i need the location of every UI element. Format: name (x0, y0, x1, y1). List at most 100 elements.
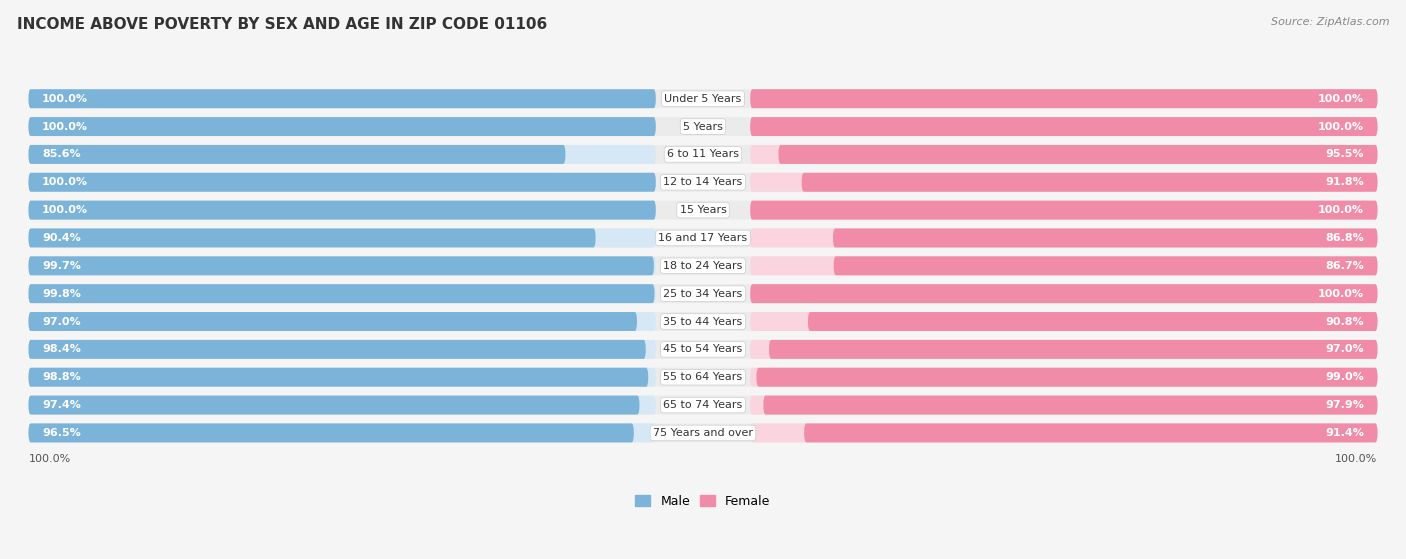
FancyBboxPatch shape (28, 257, 654, 275)
Text: 65 to 74 Years: 65 to 74 Years (664, 400, 742, 410)
FancyBboxPatch shape (28, 284, 1378, 303)
FancyBboxPatch shape (751, 117, 1378, 136)
Text: 90.8%: 90.8% (1326, 316, 1364, 326)
FancyBboxPatch shape (28, 340, 655, 359)
Text: 99.8%: 99.8% (42, 288, 82, 299)
Text: 35 to 44 Years: 35 to 44 Years (664, 316, 742, 326)
FancyBboxPatch shape (28, 173, 655, 192)
FancyBboxPatch shape (28, 312, 1378, 331)
FancyBboxPatch shape (804, 424, 1378, 442)
FancyBboxPatch shape (808, 312, 1378, 331)
Legend: Male, Female: Male, Female (630, 490, 776, 513)
Text: 100.0%: 100.0% (28, 454, 70, 465)
FancyBboxPatch shape (28, 117, 655, 136)
Text: 15 Years: 15 Years (679, 205, 727, 215)
Text: 100.0%: 100.0% (42, 205, 89, 215)
FancyBboxPatch shape (834, 257, 1378, 275)
Text: 97.0%: 97.0% (1326, 344, 1364, 354)
Text: 25 to 34 Years: 25 to 34 Years (664, 288, 742, 299)
FancyBboxPatch shape (751, 424, 1378, 442)
FancyBboxPatch shape (28, 424, 1378, 442)
Text: 100.0%: 100.0% (42, 121, 89, 131)
FancyBboxPatch shape (28, 312, 637, 331)
Text: Under 5 Years: Under 5 Years (665, 94, 741, 104)
Text: 85.6%: 85.6% (42, 149, 80, 159)
FancyBboxPatch shape (751, 173, 1378, 192)
FancyBboxPatch shape (28, 173, 1378, 192)
Text: 12 to 14 Years: 12 to 14 Years (664, 177, 742, 187)
FancyBboxPatch shape (28, 229, 596, 248)
Text: 100.0%: 100.0% (1317, 94, 1364, 104)
Text: 100.0%: 100.0% (42, 94, 89, 104)
FancyBboxPatch shape (28, 89, 1378, 108)
Text: 97.9%: 97.9% (1324, 400, 1364, 410)
Text: 75 Years and over: 75 Years and over (652, 428, 754, 438)
FancyBboxPatch shape (751, 284, 1378, 303)
FancyBboxPatch shape (801, 173, 1378, 192)
Text: 86.7%: 86.7% (1326, 261, 1364, 271)
Text: 90.4%: 90.4% (42, 233, 80, 243)
Text: 6 to 11 Years: 6 to 11 Years (666, 149, 740, 159)
Text: Source: ZipAtlas.com: Source: ZipAtlas.com (1271, 17, 1389, 27)
FancyBboxPatch shape (28, 229, 1378, 248)
FancyBboxPatch shape (28, 201, 655, 220)
FancyBboxPatch shape (751, 117, 1378, 136)
Text: 55 to 64 Years: 55 to 64 Years (664, 372, 742, 382)
Text: 100.0%: 100.0% (1317, 288, 1364, 299)
FancyBboxPatch shape (28, 396, 640, 415)
FancyBboxPatch shape (28, 340, 645, 359)
FancyBboxPatch shape (832, 229, 1378, 248)
FancyBboxPatch shape (763, 396, 1378, 415)
Text: 100.0%: 100.0% (42, 177, 89, 187)
FancyBboxPatch shape (751, 340, 1378, 359)
FancyBboxPatch shape (751, 201, 1378, 220)
FancyBboxPatch shape (28, 396, 655, 415)
FancyBboxPatch shape (28, 145, 565, 164)
FancyBboxPatch shape (769, 340, 1378, 359)
FancyBboxPatch shape (28, 368, 648, 387)
FancyBboxPatch shape (28, 173, 655, 192)
FancyBboxPatch shape (751, 368, 1378, 387)
FancyBboxPatch shape (751, 89, 1378, 108)
FancyBboxPatch shape (28, 312, 655, 331)
FancyBboxPatch shape (751, 396, 1378, 415)
FancyBboxPatch shape (28, 117, 1378, 136)
FancyBboxPatch shape (28, 229, 655, 248)
Text: 86.8%: 86.8% (1326, 233, 1364, 243)
Text: INCOME ABOVE POVERTY BY SEX AND AGE IN ZIP CODE 01106: INCOME ABOVE POVERTY BY SEX AND AGE IN Z… (17, 17, 547, 32)
FancyBboxPatch shape (28, 284, 655, 303)
Text: 98.8%: 98.8% (42, 372, 80, 382)
Text: 100.0%: 100.0% (1336, 454, 1378, 465)
Text: 91.8%: 91.8% (1326, 177, 1364, 187)
Text: 99.7%: 99.7% (42, 261, 82, 271)
FancyBboxPatch shape (28, 89, 655, 108)
Text: 97.4%: 97.4% (42, 400, 82, 410)
FancyBboxPatch shape (28, 201, 655, 220)
Text: 100.0%: 100.0% (1317, 205, 1364, 215)
FancyBboxPatch shape (28, 340, 1378, 359)
FancyBboxPatch shape (28, 368, 655, 387)
FancyBboxPatch shape (751, 229, 1378, 248)
Text: 97.0%: 97.0% (42, 316, 80, 326)
FancyBboxPatch shape (751, 284, 1378, 303)
FancyBboxPatch shape (28, 201, 1378, 220)
Text: 91.4%: 91.4% (1324, 428, 1364, 438)
FancyBboxPatch shape (751, 312, 1378, 331)
FancyBboxPatch shape (28, 145, 1378, 164)
FancyBboxPatch shape (28, 257, 655, 275)
FancyBboxPatch shape (28, 117, 655, 136)
FancyBboxPatch shape (751, 201, 1378, 220)
Text: 98.4%: 98.4% (42, 344, 82, 354)
Text: 95.5%: 95.5% (1326, 149, 1364, 159)
FancyBboxPatch shape (28, 424, 634, 442)
Text: 100.0%: 100.0% (1317, 121, 1364, 131)
Text: 99.0%: 99.0% (1326, 372, 1364, 382)
FancyBboxPatch shape (779, 145, 1378, 164)
FancyBboxPatch shape (28, 284, 655, 303)
FancyBboxPatch shape (28, 89, 655, 108)
Text: 18 to 24 Years: 18 to 24 Years (664, 261, 742, 271)
FancyBboxPatch shape (756, 368, 1378, 387)
Text: 5 Years: 5 Years (683, 121, 723, 131)
FancyBboxPatch shape (28, 257, 1378, 275)
Text: 96.5%: 96.5% (42, 428, 80, 438)
